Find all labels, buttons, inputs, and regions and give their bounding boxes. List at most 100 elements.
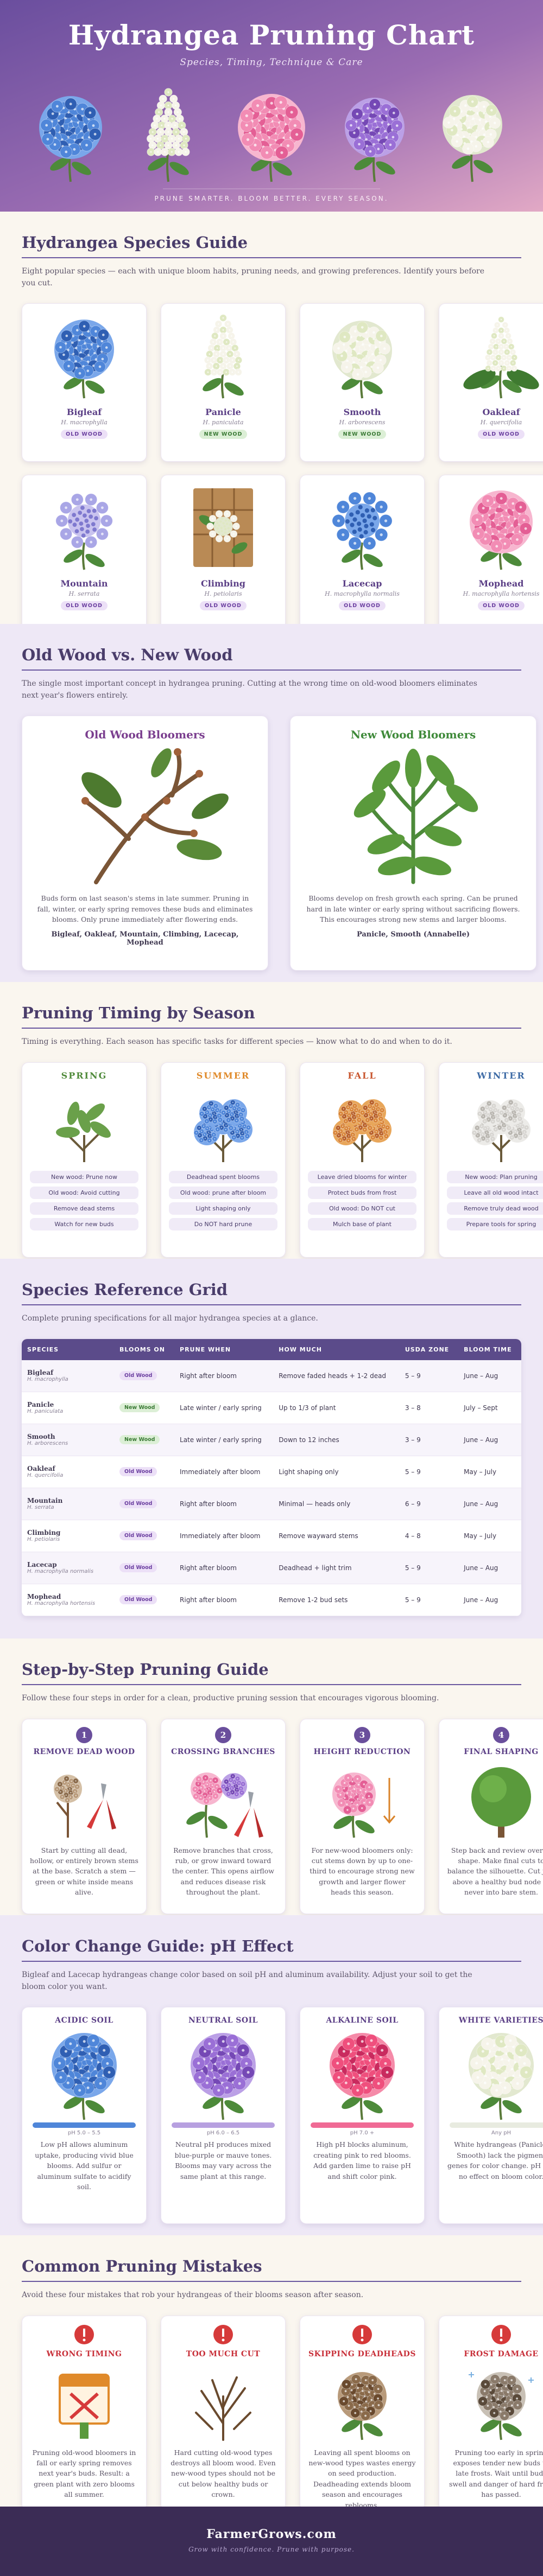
art-shape <box>207 371 209 373</box>
art-shape <box>204 1794 206 1796</box>
art-shape <box>519 1118 521 1119</box>
art-shape <box>377 2403 380 2406</box>
art-shape <box>225 522 229 526</box>
mistake-card: SKIPPING DEADHEADS Leaving all spent bloo… <box>300 2315 425 2507</box>
art-shape <box>500 497 503 500</box>
species-latin: H. petiolaris <box>204 590 242 598</box>
art-shape <box>238 2082 241 2086</box>
art-shape <box>59 1783 61 1785</box>
species-latin: H. macrophylla normalis <box>325 590 400 598</box>
art-shape <box>493 1116 494 1118</box>
art-shape <box>340 1113 342 1114</box>
art-shape <box>212 341 214 343</box>
art-shape <box>160 131 162 133</box>
art-shape <box>183 131 185 133</box>
art-shape <box>364 371 368 374</box>
art-shape <box>65 506 67 509</box>
species-name: Mophead <box>478 578 524 589</box>
table-cell: Right after bloom <box>174 1584 274 1616</box>
art-shape <box>476 518 479 521</box>
art-shape <box>232 1775 233 1777</box>
art-shape <box>526 1126 527 1128</box>
art-shape <box>241 1791 243 1793</box>
art-shape <box>352 361 355 364</box>
art-shape <box>245 1131 247 1133</box>
art-shape <box>225 2087 229 2090</box>
art-shape <box>519 1128 520 1130</box>
art-shape <box>60 1791 61 1793</box>
art-shape <box>103 2049 106 2052</box>
art-shape <box>58 2062 61 2065</box>
art-shape <box>206 1783 208 1785</box>
art-shape <box>151 131 154 133</box>
color-text: Low pH allows aluminum uptake, producing… <box>35 2140 134 2191</box>
art-shape <box>514 357 515 359</box>
art-shape <box>223 1112 224 1113</box>
art-shape <box>234 347 236 349</box>
season-tip: Old wood: prune after bloom <box>169 1186 277 1199</box>
wood-card: Old Wood Bloomers Buds form on last seaso… <box>22 716 268 971</box>
art-shape <box>33 2122 136 2128</box>
art-shape <box>503 1128 504 1130</box>
section-title: Hydrangea Species Guide <box>22 233 521 258</box>
art-shape <box>232 341 234 343</box>
art-shape <box>342 506 345 509</box>
art-shape <box>208 1815 228 1829</box>
art-shape <box>230 335 232 337</box>
art-shape <box>68 519 73 524</box>
season-tip: Mulch base of plant <box>308 1217 416 1230</box>
art-shape <box>171 151 173 153</box>
art-shape <box>365 2385 368 2387</box>
art-shape <box>69 1788 71 1789</box>
art-shape <box>219 359 221 361</box>
art-shape <box>167 104 169 106</box>
art-shape <box>231 2039 234 2042</box>
reference-table: SPECIES BLOOMS ON PRUNE WHEN HOW MUCH USDA Z… <box>22 1338 521 1616</box>
art-shape <box>476 112 479 115</box>
art-shape <box>227 323 229 325</box>
art-shape <box>76 329 79 332</box>
art-shape <box>379 1114 381 1115</box>
art-shape <box>358 143 361 146</box>
art-shape <box>498 1127 500 1128</box>
art-shape <box>236 353 238 355</box>
art-shape <box>352 1134 353 1136</box>
table-cell: Light shaping only <box>273 1456 400 1488</box>
art-shape <box>356 1803 358 1806</box>
art-shape <box>247 2071 250 2074</box>
art-shape <box>83 2040 86 2043</box>
art-shape <box>478 1139 480 1141</box>
wood-badge: Old Wood <box>119 1563 157 1573</box>
art-shape <box>484 2383 487 2386</box>
art-shape <box>88 337 91 340</box>
art-shape <box>69 2042 72 2045</box>
art-shape <box>362 519 367 524</box>
art-shape <box>227 527 230 530</box>
step-number: 1 <box>76 1726 92 1743</box>
table-row: Panicle H. paniculata New Wood Late winter … <box>22 1392 521 1424</box>
art-shape <box>502 380 522 393</box>
art-shape <box>354 2412 357 2414</box>
mistake-text: Pruning old-wood bloomers in fall or ear… <box>32 2448 136 2499</box>
art-shape <box>358 2398 361 2400</box>
art-shape <box>476 1127 478 1128</box>
art-shape <box>503 368 504 369</box>
illustration <box>193 488 253 568</box>
art-shape <box>222 317 224 319</box>
art-shape <box>358 505 363 510</box>
art-shape <box>167 131 169 133</box>
art-shape <box>369 522 374 527</box>
art-shape <box>384 519 388 522</box>
art-shape <box>503 543 507 546</box>
art-shape <box>484 538 487 541</box>
column-header: USDA ZONE <box>399 1338 459 1360</box>
art-shape <box>79 521 84 526</box>
species-latin: H. arborescens <box>27 1440 68 1447</box>
art-shape <box>242 1132 243 1134</box>
art-shape <box>226 538 228 540</box>
art-shape <box>506 352 508 353</box>
art-shape <box>230 1127 232 1128</box>
art-shape <box>364 2406 367 2409</box>
art-shape <box>337 1788 339 1790</box>
art-shape <box>209 1135 211 1137</box>
